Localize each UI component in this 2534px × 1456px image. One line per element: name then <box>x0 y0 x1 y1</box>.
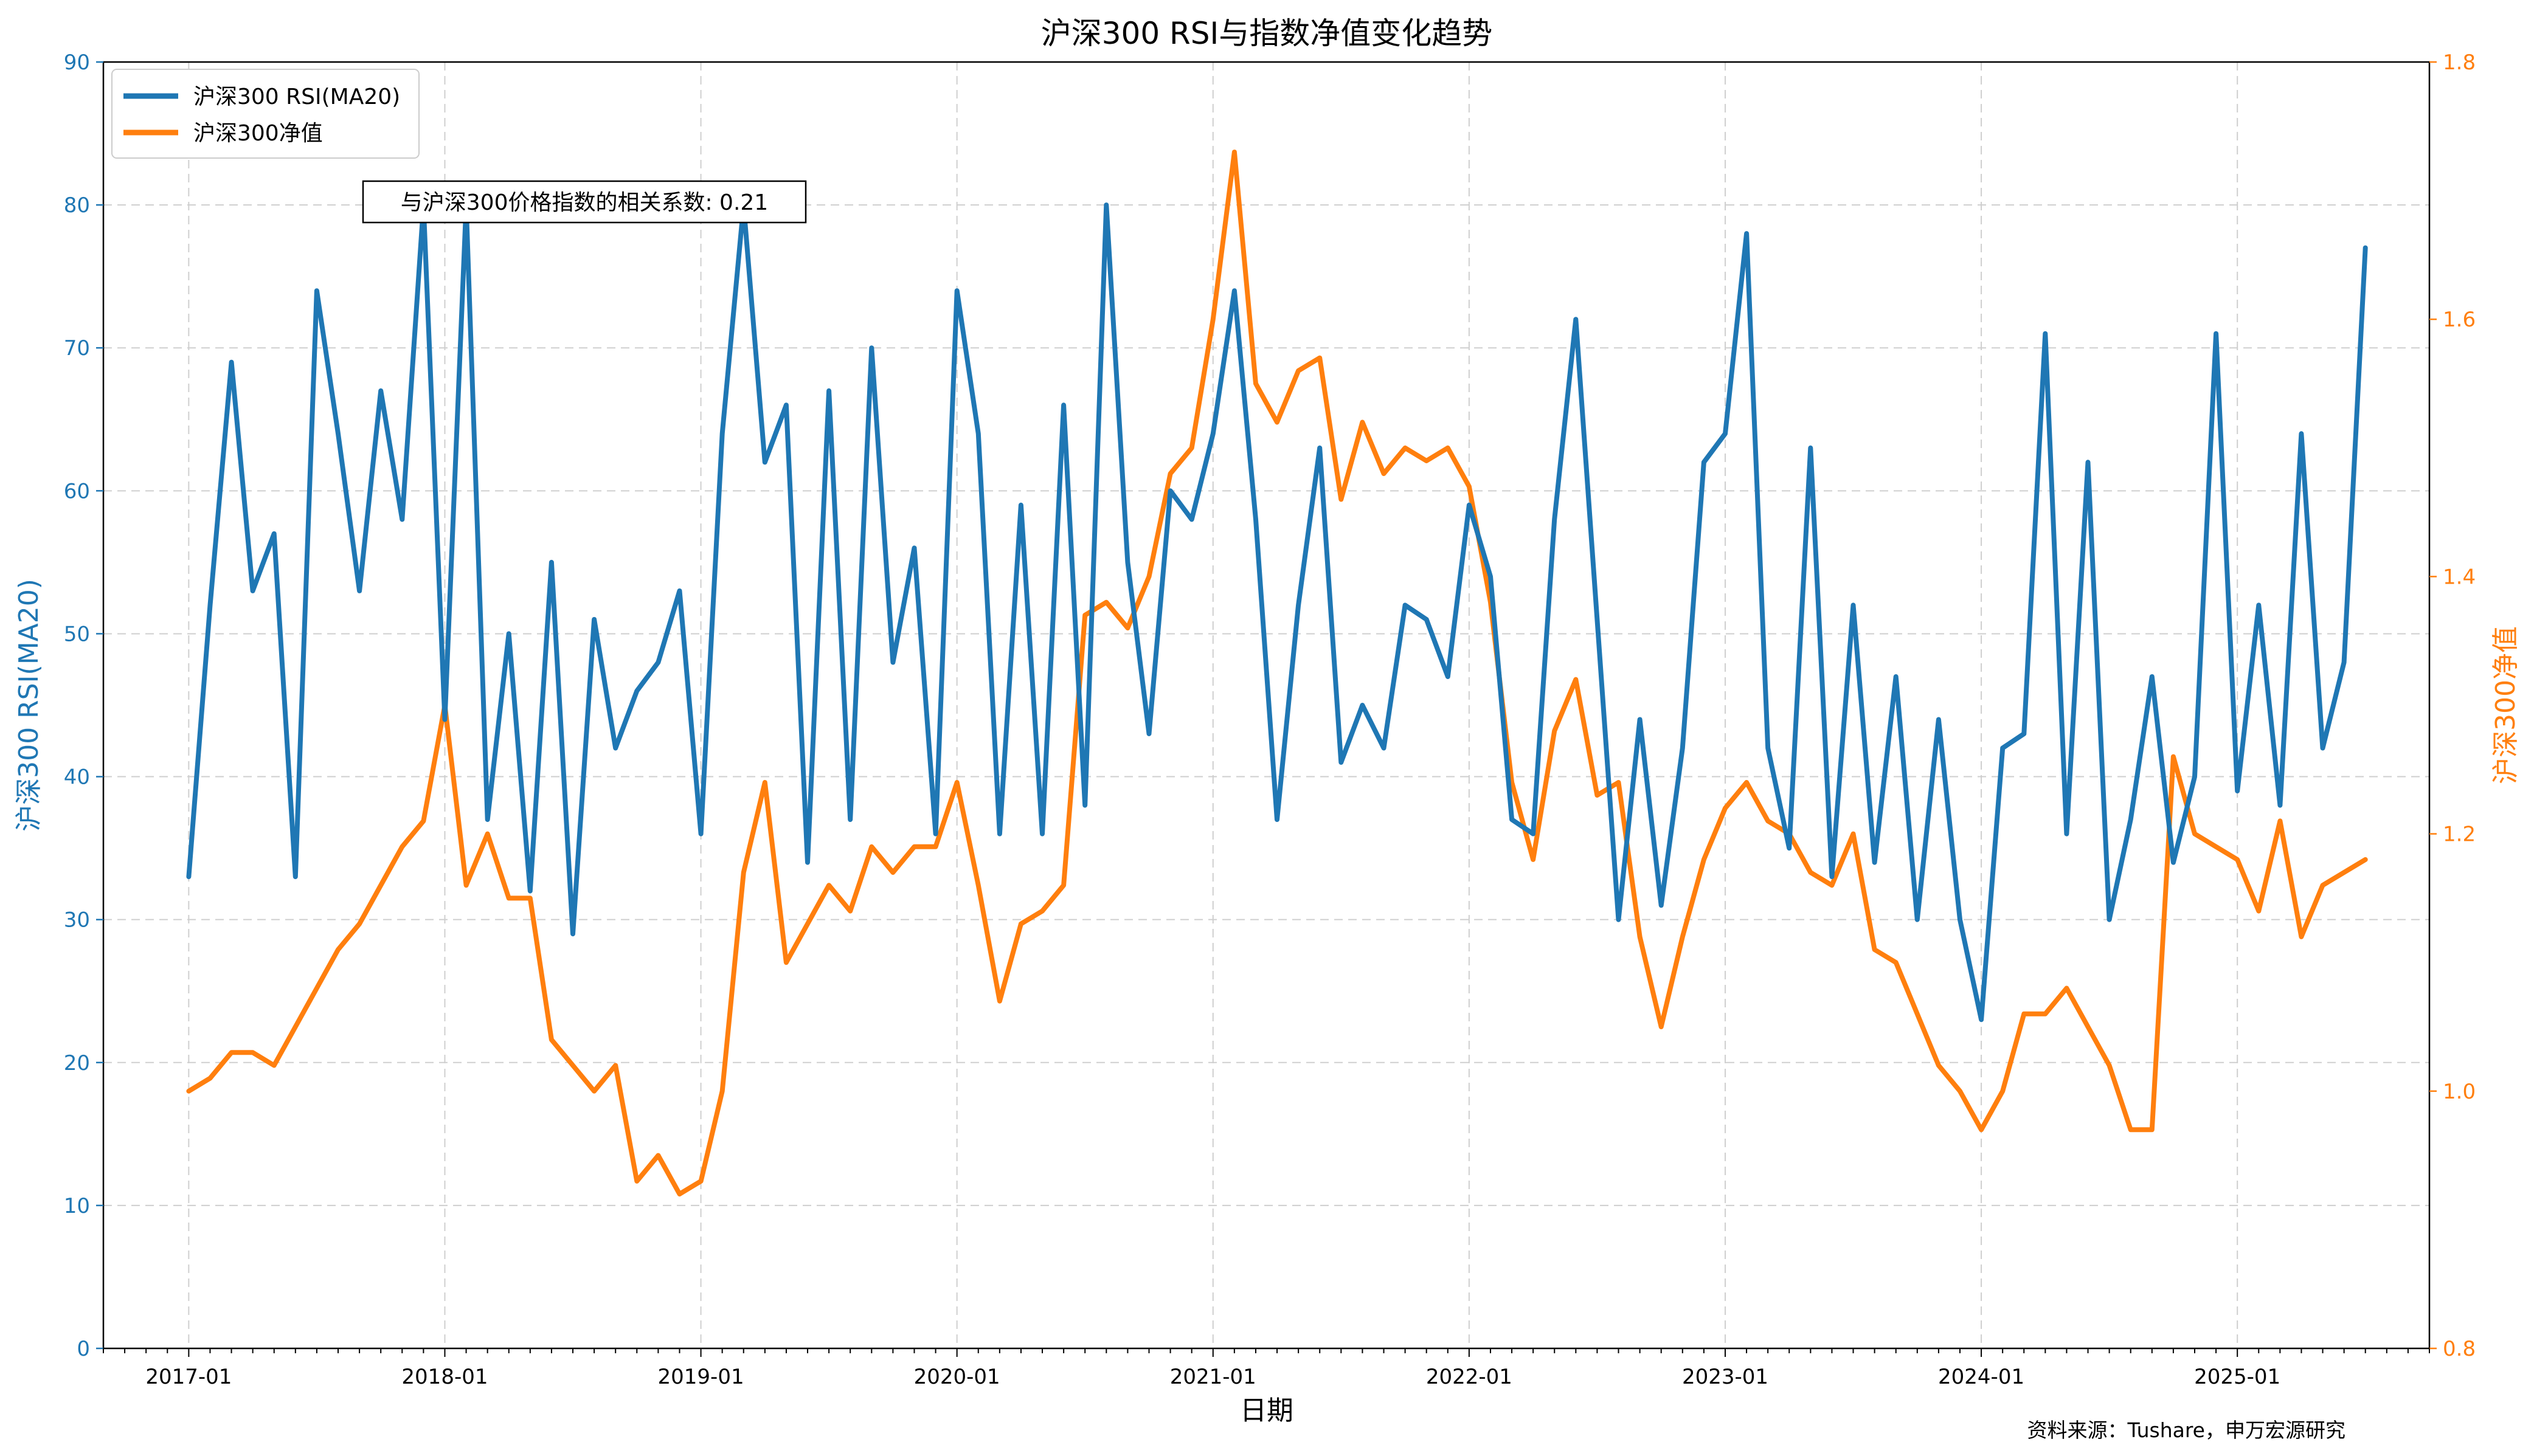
correlation-annotation: 与沪深300价格指数的相关系数: 0.21 <box>362 180 807 224</box>
x-tick-label: 2017-01 <box>145 1365 232 1389</box>
series-line-nav <box>186 150 2368 1197</box>
right-axis: 0.8 1.0 1.2 1.4 1.6 1.8 <box>2429 50 2476 1361</box>
left-tick-label: 40 <box>64 765 90 790</box>
legend-label-rsi: 沪深300 RSI(MA20) <box>193 85 400 109</box>
x-axis-label: 日期 <box>1240 1395 1293 1426</box>
left-tick-label: 30 <box>64 908 90 933</box>
left-tick-label: 70 <box>64 336 90 361</box>
x-tick-label: 2018-01 <box>401 1365 488 1389</box>
x-tick-label: 2023-01 <box>1682 1365 1768 1389</box>
right-tick-label: 1.8 <box>2443 50 2476 75</box>
x-tick-label: 2021-01 <box>1170 1365 1256 1389</box>
right-tick-label: 1.6 <box>2443 308 2476 332</box>
grid <box>103 62 2429 1348</box>
right-tick-label: 1.4 <box>2443 565 2476 589</box>
left-tick-label: 90 <box>64 50 90 75</box>
left-axis-label: 沪深300 RSI(MA20) <box>13 579 44 832</box>
left-tick-label: 80 <box>64 193 90 218</box>
right-axis-label: 沪深300净值 <box>2490 626 2521 784</box>
right-tick-label: 1.0 <box>2443 1080 2476 1104</box>
x-tick-label: 2019-01 <box>658 1365 744 1389</box>
annotation-text: 与沪深300价格指数的相关系数: 0.21 <box>401 190 768 215</box>
right-tick-label: 0.8 <box>2443 1337 2476 1361</box>
legend: 沪深300 RSI(MA20) 沪深300净值 <box>111 69 420 159</box>
series-layer <box>186 150 2368 1197</box>
chart-title: 沪深300 RSI与指数净值变化趋势 <box>1041 16 1493 51</box>
x-tick-label: 2020-01 <box>914 1365 1000 1389</box>
left-tick-label: 50 <box>64 622 90 646</box>
x-tick-label: 2025-01 <box>2194 1365 2280 1389</box>
left-tick-label: 10 <box>64 1194 90 1218</box>
left-tick-label: 0 <box>77 1337 90 1361</box>
left-tick-label: 60 <box>64 479 90 503</box>
x-tick-label: 2024-01 <box>1938 1365 2024 1389</box>
annotation-box <box>362 180 807 224</box>
plot-frame <box>102 61 2431 1350</box>
left-axis: 0 10 20 30 40 50 60 70 80 90 <box>64 50 103 1361</box>
left-tick-label: 20 <box>64 1051 90 1075</box>
right-tick-label: 1.2 <box>2443 823 2476 847</box>
source-note: 资料来源：Tushare，申万宏源研究 <box>2027 1418 2345 1442</box>
series-line-rsi <box>186 202 2368 1023</box>
legend-box <box>111 69 420 159</box>
legend-label-nav: 沪深300净值 <box>193 121 323 146</box>
x-axis: 2017-01 2018-01 2019-01 2020-01 2021-01 2022-… <box>103 1348 2430 1389</box>
x-tick-label: 2022-01 <box>1426 1365 1512 1389</box>
